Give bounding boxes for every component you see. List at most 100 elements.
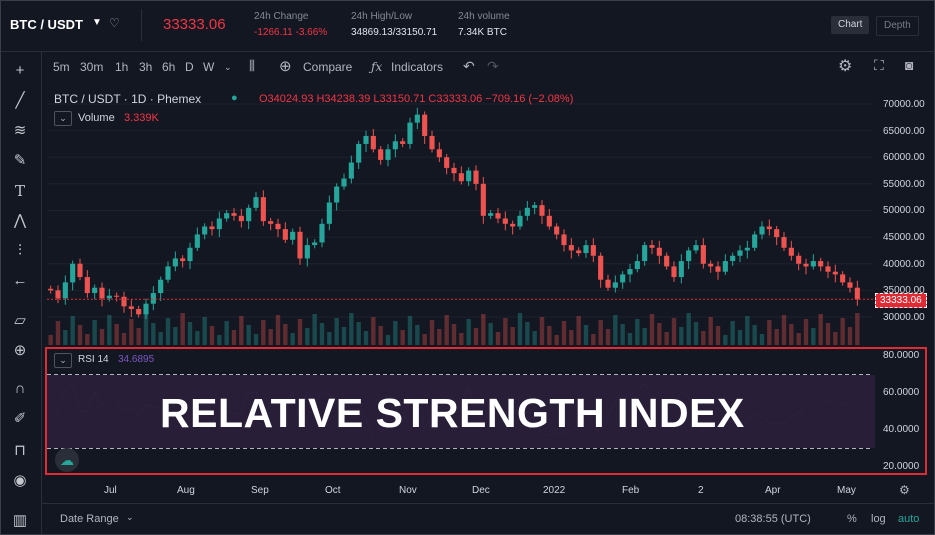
volume-bar: [290, 333, 295, 345]
volume-collapse-icon[interactable]: ⌄: [54, 111, 72, 126]
volume-bar: [415, 325, 420, 345]
crosshair-icon[interactable]: +: [15, 62, 25, 79]
volume-bar: [85, 334, 90, 345]
volume-bar: [77, 325, 83, 345]
volume-bar: [576, 316, 581, 345]
lock-icon[interactable]: ⊓: [14, 442, 26, 459]
interval-1h[interactable]: 1h: [115, 60, 129, 74]
volume-bar: [539, 317, 545, 345]
pattern-icon[interactable]: ⋀: [13, 212, 27, 229]
symbol-label[interactable]: BTC / USDT: [10, 17, 83, 32]
measure-icon[interactable]: ⫶: [18, 242, 22, 259]
volume-bar: [202, 317, 207, 345]
candle-body: [686, 250, 692, 262]
trendline-icon[interactable]: ╱: [15, 92, 25, 109]
volume-bar: [107, 315, 112, 345]
magnet-icon[interactable]: ∩: [14, 380, 26, 397]
candle-body: [730, 255, 736, 262]
price-axis-label: 60000.00: [883, 152, 925, 164]
candle-body: [172, 258, 178, 267]
eye-icon[interactable]: ◉: [13, 472, 27, 489]
candle-body: [722, 261, 728, 272]
candle-type-icon[interactable]: ⫼: [249, 58, 255, 73]
candle-body: [458, 173, 464, 182]
volume-bar: [217, 335, 222, 345]
time-axis-label: 2: [698, 485, 704, 496]
candle-body: [576, 250, 582, 254]
symbol-dropdown-icon[interactable]: ▼: [92, 17, 102, 28]
live-dot-icon: ●: [231, 92, 238, 104]
redo-icon[interactable]: ↷: [487, 58, 499, 74]
interval-5m[interactable]: 5m: [53, 60, 70, 74]
volume-bar: [48, 335, 53, 345]
percent-toggle[interactable]: %: [847, 513, 857, 525]
pencil-lock-icon[interactable]: ✐: [13, 410, 27, 427]
interval-w[interactable]: W: [203, 60, 215, 74]
rsi-collapse-icon[interactable]: ⌄: [54, 353, 72, 368]
interval-d[interactable]: D: [185, 60, 194, 74]
candle-body: [70, 263, 76, 283]
date-range-button[interactable]: Date Range: [60, 513, 119, 525]
undo-icon[interactable]: ↶: [463, 58, 475, 74]
candle-body: [649, 245, 655, 248]
candle-body: [818, 261, 824, 267]
log-toggle[interactable]: log: [871, 513, 886, 525]
candle-body: [693, 245, 699, 251]
interval-6h[interactable]: 6h: [162, 60, 176, 74]
text-tool-icon[interactable]: T: [14, 182, 25, 200]
brush-icon[interactable]: ✎: [13, 152, 27, 169]
candle-body: [158, 279, 164, 294]
compare-button[interactable]: Compare: [303, 60, 353, 74]
axis-settings-icon[interactable]: ⚙: [899, 483, 910, 497]
utc-clock[interactable]: 08:38:55 (UTC): [735, 513, 811, 525]
indicators-icon[interactable]: ƒx: [371, 60, 383, 74]
tab-chart[interactable]: Chart: [831, 16, 870, 34]
volume-bar: [407, 316, 413, 345]
volume-bar: [187, 322, 193, 345]
auto-toggle[interactable]: auto: [898, 513, 920, 525]
candle-body: [466, 170, 472, 182]
volume-bar: [605, 329, 611, 345]
volume-label: 24h volume: [458, 11, 510, 22]
candle-body: [231, 213, 237, 216]
volume-bar: [129, 319, 134, 345]
candle-body: [774, 229, 780, 238]
volume-bar: [297, 319, 303, 345]
cloud-logo-icon[interactable]: ☁: [55, 448, 79, 472]
candle-body: [488, 213, 494, 216]
candle-body: [620, 274, 626, 283]
ruler-icon[interactable]: ▱: [14, 312, 26, 329]
volume-bar: [437, 329, 442, 345]
date-range-chevron-icon[interactable]: ⌄: [126, 512, 134, 522]
camera-icon[interactable]: ◙: [905, 57, 914, 73]
volume-bar: [591, 334, 596, 345]
fib-icon[interactable]: ≋: [13, 122, 27, 139]
tab-depth[interactable]: Depth: [876, 16, 919, 36]
indicators-button[interactable]: Indicators: [391, 60, 444, 74]
candle-body: [752, 234, 758, 248]
price-axis-label: 50000.00: [883, 205, 925, 217]
rsi-axis-label: 20.0000: [883, 461, 920, 472]
favorite-icon[interactable]: ♡: [109, 16, 120, 30]
candle-body: [634, 261, 640, 270]
zoom-in-icon[interactable]: ⊕: [13, 342, 27, 359]
candle-body: [143, 303, 149, 315]
interval-more-icon[interactable]: ⌄: [224, 62, 232, 72]
volume-bar: [554, 335, 559, 345]
back-arrow-icon[interactable]: ←: [12, 272, 28, 289]
interval-3h[interactable]: 3h: [139, 60, 153, 74]
time-axis-label: Jul: [104, 485, 117, 496]
price-axis-label: 45000.00: [883, 232, 925, 243]
candle-body: [290, 231, 296, 240]
interval-30m[interactable]: 30m: [80, 60, 104, 74]
candle-body: [495, 213, 501, 219]
candle-body: [275, 223, 281, 230]
compare-add-icon[interactable]: ⊕: [279, 58, 292, 75]
time-axis-label: Feb: [622, 485, 640, 496]
volume-bar: [180, 313, 185, 345]
fullscreen-icon[interactable]: ⛶: [874, 57, 884, 73]
settings-gear-icon[interactable]: ⚙: [838, 58, 853, 75]
bottom-bar: Date Range ⌄ 08:38:55 (UTC) % log auto: [41, 503, 934, 534]
trash-icon[interactable]: ▥: [12, 512, 28, 529]
candle-body: [348, 162, 354, 179]
